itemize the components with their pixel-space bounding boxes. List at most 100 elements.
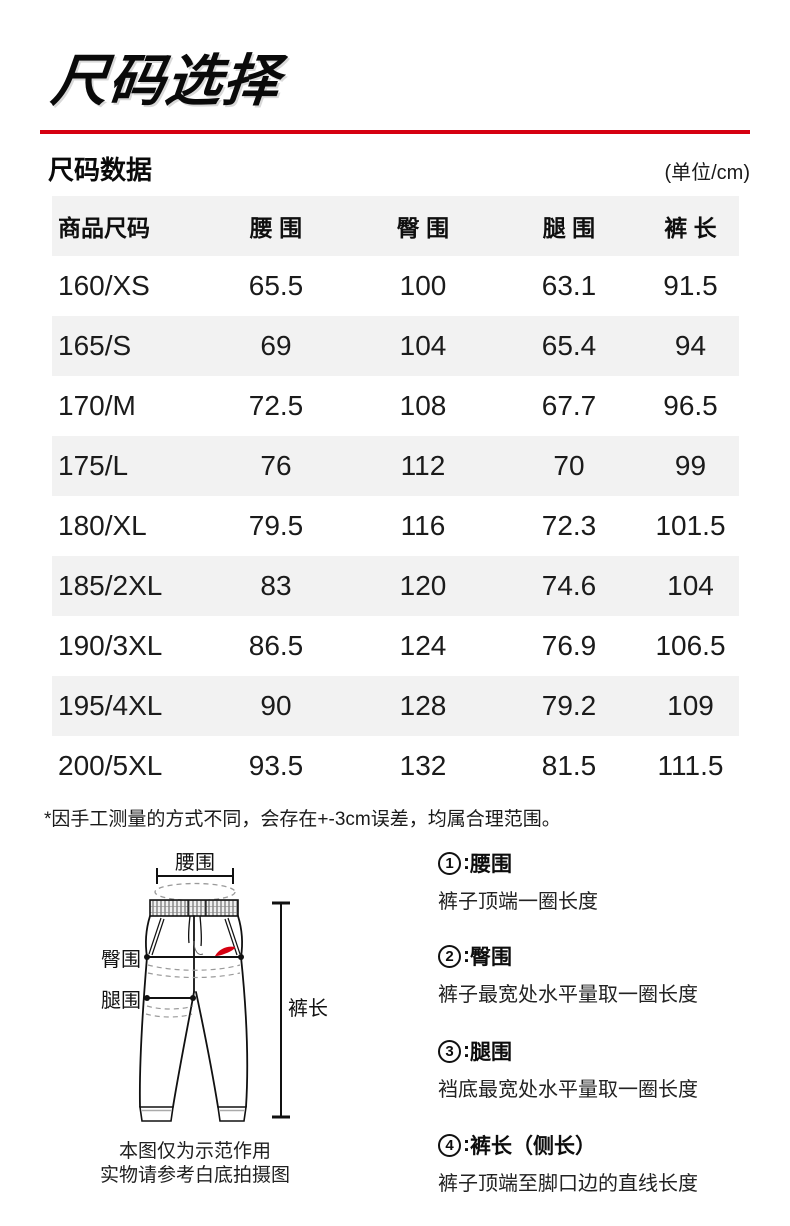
hip-dashed-arcs xyxy=(147,964,241,979)
circled-number-4: 4 xyxy=(438,1133,461,1157)
col-header-length: 裤 长 xyxy=(664,215,717,241)
measure-cell: 86.5 xyxy=(248,630,304,661)
diagram-waist-label: 腰围 xyxy=(175,852,215,874)
measure-cell: 76 xyxy=(260,450,292,481)
term-colon: : xyxy=(463,944,470,967)
measure-cell: 112 xyxy=(400,450,446,481)
diagram-length-label: 裤长 xyxy=(288,997,328,1020)
size-cell: 190/3XL xyxy=(58,630,163,661)
diagram-thigh-label: 腿围 xyxy=(101,990,141,1012)
measure-cell: 132 xyxy=(399,750,447,781)
size-table: 商品尺码 腰 围 臀 围 腿 围 裤 长 160/XS 65.5 100 63.1 91… xyxy=(52,196,739,796)
measure-cell: 100 xyxy=(399,270,447,301)
col-header-waist: 腰 围 xyxy=(249,215,303,241)
pants-measurement-diagram: 腰围 臀围 xyxy=(101,852,328,1122)
diagram-caption: 本图仅为示范作用 实物请参考白底拍摄图 xyxy=(60,1140,330,1188)
measure-cell: 63.1 xyxy=(541,270,597,301)
fly-seam xyxy=(193,940,204,955)
explanation-waist: 1: 腰围 裤子顶端一圈长度 xyxy=(438,848,768,914)
explanation-hip: 2: 臀围 裤子最宽处水平量取一圈长度 xyxy=(438,941,768,1007)
explanation-desc: 裤子顶端至脚口边的直线长度 xyxy=(438,1173,698,1195)
measure-cell: 109 xyxy=(667,690,714,721)
explanation-term: 2: 臀围 xyxy=(438,941,768,971)
waist-measure-line xyxy=(156,868,234,884)
explanation-term: 4: 裤长（侧长） xyxy=(438,1130,768,1160)
table-row: 200/5XL 93.5 132 81.5 111.5 xyxy=(52,736,739,796)
size-cell: 170/M xyxy=(58,390,136,421)
size-cell: 160/XS xyxy=(58,270,150,301)
thigh-measure-line xyxy=(144,995,196,1001)
term-text: 腿围 xyxy=(470,1041,512,1064)
measure-cell: 128 xyxy=(399,690,447,721)
explanation-desc: 裤子顶端一圈长度 xyxy=(438,891,598,913)
size-cell: 175/L xyxy=(58,450,129,481)
caption-line-2: 实物请参考白底拍摄图 xyxy=(99,1164,290,1186)
size-cell: 185/2XL xyxy=(58,570,163,601)
table-row: 195/4XL 90 128 79.2 109 xyxy=(52,676,739,736)
measure-cell: 65.4 xyxy=(541,330,597,361)
measure-cell: 104 xyxy=(399,330,447,361)
measure-cell: 69 xyxy=(260,330,292,361)
term-text: 腰围 xyxy=(470,853,512,876)
measure-cell: 104 xyxy=(667,570,714,601)
term-text: 臀围 xyxy=(470,946,512,969)
table-row: 170/M 72.5 108 67.7 96.5 xyxy=(52,376,739,436)
measure-cell: 74.6 xyxy=(541,570,597,601)
table-row: 180/XL 79.5 116 72.3 101.5 xyxy=(52,496,739,556)
measure-cell: 120 xyxy=(399,570,447,601)
unit-label: (单位/cm) xyxy=(664,162,750,184)
measure-cell: 108 xyxy=(399,390,447,421)
measure-cell: 96.5 xyxy=(663,390,718,421)
length-measure-line xyxy=(272,901,290,1119)
red-divider-line xyxy=(40,130,750,134)
caption-line-1: 本图仅为示范作用 xyxy=(118,1141,271,1162)
page-title: 尺码选择 xyxy=(48,49,284,112)
term-colon: : xyxy=(463,851,470,874)
hip-measure-line xyxy=(144,954,244,960)
pants-outline xyxy=(138,915,249,1108)
circled-number-1: 1 xyxy=(438,851,461,875)
measure-cell: 83 xyxy=(260,570,292,601)
pocket-lines xyxy=(148,917,241,956)
measure-cell: 65.5 xyxy=(248,270,304,301)
size-cell: 180/XL xyxy=(58,510,147,541)
measure-cell: 116 xyxy=(400,510,446,541)
table-row: 175/L 76 112 70 99 xyxy=(52,436,739,496)
table-row: 165/S 69 104 65.4 94 xyxy=(52,316,739,376)
measure-cell: 101.5 xyxy=(655,510,726,541)
explanation-term: 3: 腿围 xyxy=(438,1036,768,1066)
table-header-row: 商品尺码 腰 围 臀 围 腿 围 裤 长 xyxy=(52,196,739,256)
brand-logo-swoosh xyxy=(215,946,236,957)
waistband xyxy=(149,899,239,917)
measure-cell: 106.5 xyxy=(655,630,726,661)
table-row: 160/XS 65.5 100 63.1 91.5 xyxy=(52,256,739,316)
section-heading: 尺码数据 xyxy=(48,155,153,185)
term-colon: : xyxy=(463,1133,470,1156)
measure-cell: 81.5 xyxy=(541,750,597,781)
size-table-body: 160/XS 65.5 100 63.1 91.5 165/S 69 104 65.4 94 170… xyxy=(52,256,739,796)
measure-cell: 79.5 xyxy=(248,510,304,541)
explanation-desc: 裤子最宽处水平量取一圈长度 xyxy=(438,984,698,1006)
section-header-row: 尺码数据 (单位/cm) xyxy=(48,150,750,187)
size-cell: 165/S xyxy=(58,330,132,361)
measure-cell: 79.2 xyxy=(541,690,597,721)
explanation-length: 4: 裤长（侧长） 裤子顶端至脚口边的直线长度 xyxy=(438,1130,768,1196)
measurement-note: *因手工测量的方式不同，会存在+-3cm误差，均属合理范围。 xyxy=(44,809,561,830)
measure-cell: 93.5 xyxy=(248,750,304,781)
measure-cell: 72.5 xyxy=(248,390,304,421)
circled-number-2: 2 xyxy=(438,944,461,968)
measure-cell: 99 xyxy=(674,450,707,481)
col-header-thigh: 腿 围 xyxy=(542,215,596,241)
col-header-size: 商品尺码 xyxy=(58,215,150,241)
term-text: 裤长（侧长） xyxy=(470,1135,596,1158)
explanation-thigh: 3: 腿围 裆底最宽处水平量取一圈长度 xyxy=(438,1036,768,1102)
table-row: 190/3XL 86.5 124 76.9 106.5 xyxy=(52,616,739,676)
measure-cell: 90 xyxy=(260,690,292,721)
thigh-dashed-arcs xyxy=(145,1005,194,1018)
size-cell: 200/5XL xyxy=(58,750,163,781)
measure-cell: 91.5 xyxy=(663,270,718,301)
measure-cell: 76.9 xyxy=(541,630,597,661)
term-colon: : xyxy=(463,1039,470,1062)
waist-opening-dashed xyxy=(154,882,236,902)
explanation-term: 1: 腰围 xyxy=(438,848,768,878)
